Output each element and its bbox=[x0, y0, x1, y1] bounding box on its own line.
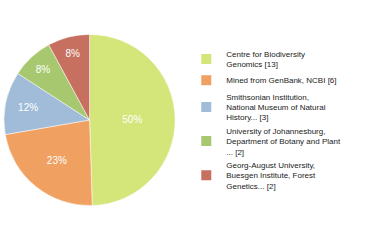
svg-text:12%: 12% bbox=[18, 102, 38, 113]
svg-text:Smithsonian Institution,Nation: Smithsonian Institution,National Museum … bbox=[226, 93, 325, 123]
svg-text:8%: 8% bbox=[65, 48, 80, 59]
svg-text:Mined from GenBank, NCBI [6]: Mined from GenBank, NCBI [6] bbox=[226, 76, 336, 85]
svg-text:8%: 8% bbox=[36, 64, 51, 75]
svg-text:University of Johannesburg,Dep: University of Johannesburg,Department of… bbox=[226, 127, 341, 157]
svg-text:Centre for BiodiversityGenomic: Centre for BiodiversityGenomics [13] bbox=[226, 50, 305, 69]
svg-text:Georg-August University,Buesge: Georg-August University,Buesgen Institut… bbox=[226, 161, 316, 191]
svg-text:50%: 50% bbox=[122, 114, 142, 125]
svg-text:23%: 23% bbox=[47, 155, 67, 166]
